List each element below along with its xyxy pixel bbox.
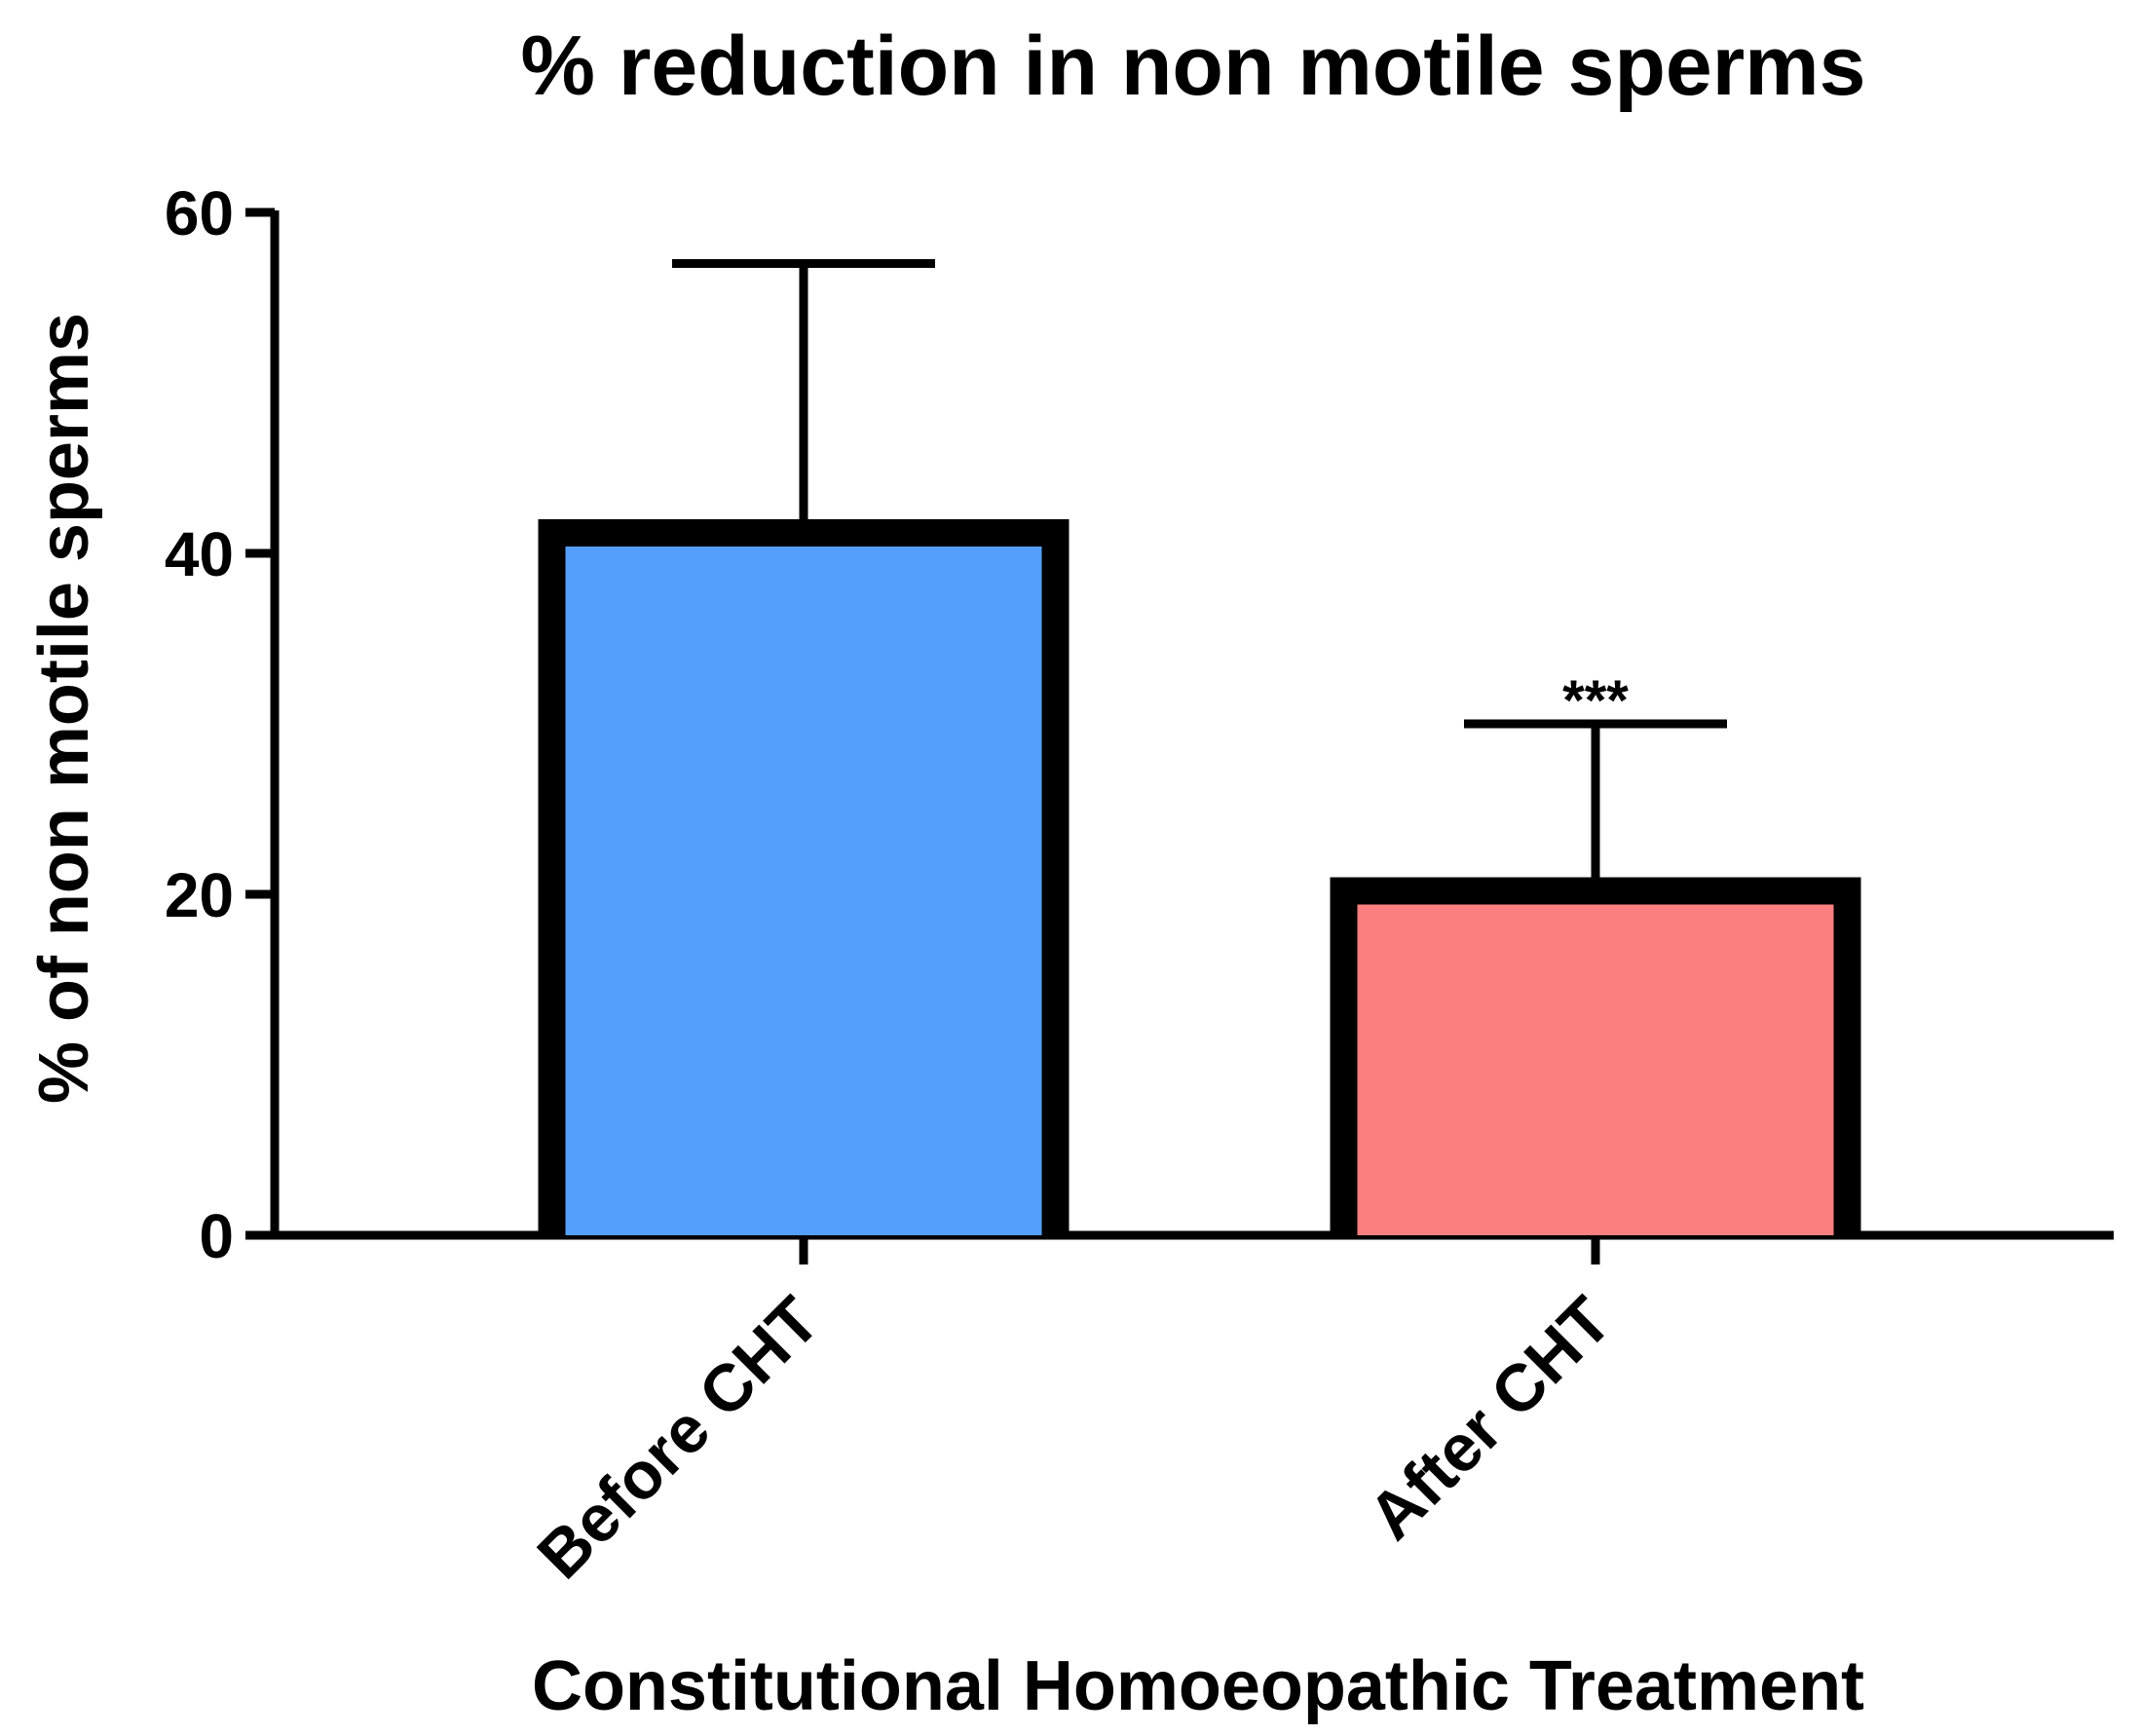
x-axis [271, 1230, 2114, 1264]
y-axis-label: % of non motile sperms [25, 313, 103, 1104]
bar [565, 547, 1042, 1235]
y-tick-label: 0 [199, 1201, 234, 1271]
y-tick-label: 20 [165, 860, 234, 930]
chart-title: % reduction in non motile sperms [521, 19, 1866, 113]
x-tick-label: Before CHT [523, 1283, 833, 1593]
y-tick-label: 40 [165, 519, 234, 589]
x-tick-label: After CHT [1354, 1283, 1625, 1554]
bars-group [538, 519, 1861, 1235]
x-axis-label: Constitutional Homoeopathic Treatment [532, 1647, 1864, 1725]
error-bars-group [672, 259, 1727, 878]
significance-annotation: *** [1562, 669, 1629, 733]
y-axis: 0 20 40 60 [165, 178, 280, 1271]
annotations-group: *** [1562, 669, 1629, 733]
category-labels-group: Before CHT After CHT [523, 1283, 1625, 1593]
bar [1357, 904, 1834, 1235]
y-tick-label: 60 [165, 178, 234, 248]
